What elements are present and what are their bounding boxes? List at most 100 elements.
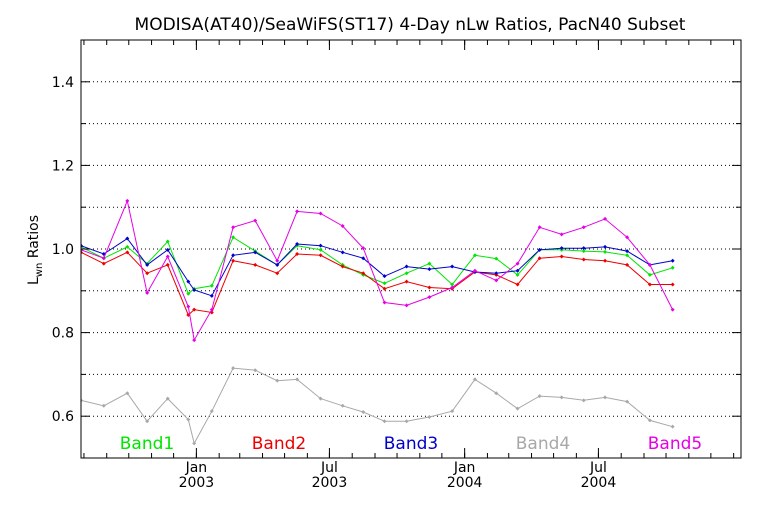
grid — [81, 81, 741, 417]
data-point-Band2-11 — [295, 252, 300, 257]
data-point-Band5-27 — [647, 262, 652, 267]
y-tick-label-3: 1.2 — [52, 158, 74, 174]
data-point-Band3-23 — [559, 246, 564, 251]
data-point-Band2-15 — [382, 286, 387, 291]
data-point-Band4-12 — [318, 396, 323, 401]
y-axis-label: Lwn Ratios — [26, 215, 45, 285]
data-point-Band1-4 — [165, 239, 170, 244]
data-point-Band5-3 — [145, 290, 150, 295]
data-point-Band4-6 — [192, 441, 197, 446]
data-point-Band4-9 — [253, 368, 258, 373]
data-point-Band4-17 — [427, 415, 432, 420]
data-point-Band4-27 — [647, 418, 652, 423]
data-point-Band5-5 — [186, 304, 191, 309]
data-point-Band5-17 — [427, 295, 432, 300]
svg-text:Lwn Ratios: Lwn Ratios — [26, 215, 45, 285]
data-point-Band2-4 — [165, 262, 170, 267]
series-line-Band4 — [81, 367, 673, 445]
data-point-Band3-20 — [494, 271, 499, 276]
data-point-Band1-8 — [231, 235, 236, 240]
data-point-Band2-2 — [125, 250, 130, 255]
data-point-Band3-18 — [450, 264, 455, 269]
data-point-Band5-24 — [581, 225, 586, 230]
data-point-Band4-20 — [494, 391, 499, 396]
y-tick-label-0: 0.6 — [52, 409, 74, 425]
data-point-Band3-17 — [427, 267, 432, 272]
x-tick-year-label-1: 2003 — [312, 475, 348, 491]
data-point-Band3-16 — [404, 264, 409, 269]
data-point-Band5-19 — [472, 268, 477, 273]
data-point-Band5-26 — [625, 235, 630, 240]
x-tick-year-label-2: 2004 — [447, 475, 483, 491]
data-point-Band5-16 — [404, 303, 409, 308]
data-point-Band5-28 — [670, 307, 675, 312]
data-point-Band4-8 — [231, 366, 236, 371]
data-point-Band1-21 — [515, 272, 520, 277]
data-point-Band3-13 — [340, 250, 345, 255]
data-point-Band5-10 — [275, 258, 280, 263]
data-point-Band3-11 — [295, 241, 300, 246]
data-point-Band5-4 — [165, 254, 170, 259]
data-point-Band3-14 — [361, 256, 366, 261]
data-point-Band3-21 — [515, 268, 520, 273]
x-tick-month-label-3: Jul — [589, 460, 607, 476]
data-point-Band5-12 — [318, 211, 323, 216]
axes: 0.60.81.01.21.4Jan2003Jul2003Jan2004Jul2… — [52, 39, 742, 491]
x-tick-month-label-2: Jan — [453, 460, 476, 476]
y-axis-label-main: L — [26, 277, 42, 285]
data-point-Band2-13 — [340, 264, 345, 269]
data-point-Band2-28 — [670, 282, 675, 287]
data-point-Band3-9 — [253, 250, 258, 255]
x-tick-month-label-1: Jul — [320, 460, 338, 476]
data-point-Band4-7 — [209, 409, 214, 414]
data-point-Band1-2 — [125, 244, 130, 249]
legend-entry-Band3: Band3 — [384, 434, 438, 454]
data-point-Band2-23 — [559, 254, 564, 259]
data-point-Band2-21 — [515, 282, 520, 287]
data-point-Band1-7 — [209, 283, 214, 288]
data-point-Band1-15 — [382, 281, 387, 286]
data-point-Band1-20 — [494, 256, 499, 261]
data-point-Band2-17 — [427, 285, 432, 290]
data-point-Band5-9 — [253, 218, 258, 223]
data-point-Band3-10 — [275, 262, 280, 267]
data-point-Band1-16 — [404, 271, 409, 276]
data-point-Band4-23 — [559, 395, 564, 400]
data-point-Band1-24 — [581, 249, 586, 254]
data-point-Band4-3 — [145, 419, 150, 424]
data-point-Band2-8 — [231, 258, 236, 263]
data-point-Band4-16 — [404, 419, 409, 424]
data-point-Band5-13 — [340, 224, 345, 229]
data-point-Band2-25 — [603, 258, 608, 263]
data-point-Band5-22 — [537, 225, 542, 230]
data-point-Band3-7 — [209, 293, 214, 298]
series-Band4 — [81, 366, 675, 446]
data-point-Band3-25 — [603, 244, 608, 249]
data-point-Band5-20 — [494, 278, 499, 283]
data-point-Band1-18 — [450, 282, 455, 287]
data-point-Band5-21 — [515, 261, 520, 266]
y-axis-label-rest: Ratios — [26, 215, 42, 263]
data-point-Band4-22 — [537, 394, 542, 399]
data-point-Band2-3 — [145, 271, 150, 276]
legend-entry-Band5: Band5 — [648, 434, 702, 454]
data-point-Band2-6 — [192, 307, 197, 312]
legend-entry-Band1: Band1 — [120, 434, 174, 454]
data-point-Band5-25 — [603, 216, 608, 221]
legend-entry-Band2: Band2 — [252, 434, 306, 454]
data-point-Band1-26 — [625, 253, 630, 258]
data-point-Band4-25 — [603, 395, 608, 400]
data-point-Band5-6 — [192, 338, 197, 343]
data-point-Band3-15 — [382, 274, 387, 279]
data-point-Band5-18 — [450, 285, 455, 290]
data-point-Band4-18 — [450, 409, 455, 414]
legend: Band1 Band2 Band3 Band4 Band5 — [120, 434, 702, 454]
data-point-Band3-5 — [186, 279, 191, 284]
data-point-Band4-14 — [361, 410, 366, 415]
data-point-Band3-26 — [625, 249, 630, 254]
data-point-Band5-8 — [231, 225, 236, 230]
data-point-Band4-19 — [472, 377, 477, 382]
data-point-Band5-14 — [361, 246, 366, 251]
data-point-Band4-24 — [581, 398, 586, 403]
